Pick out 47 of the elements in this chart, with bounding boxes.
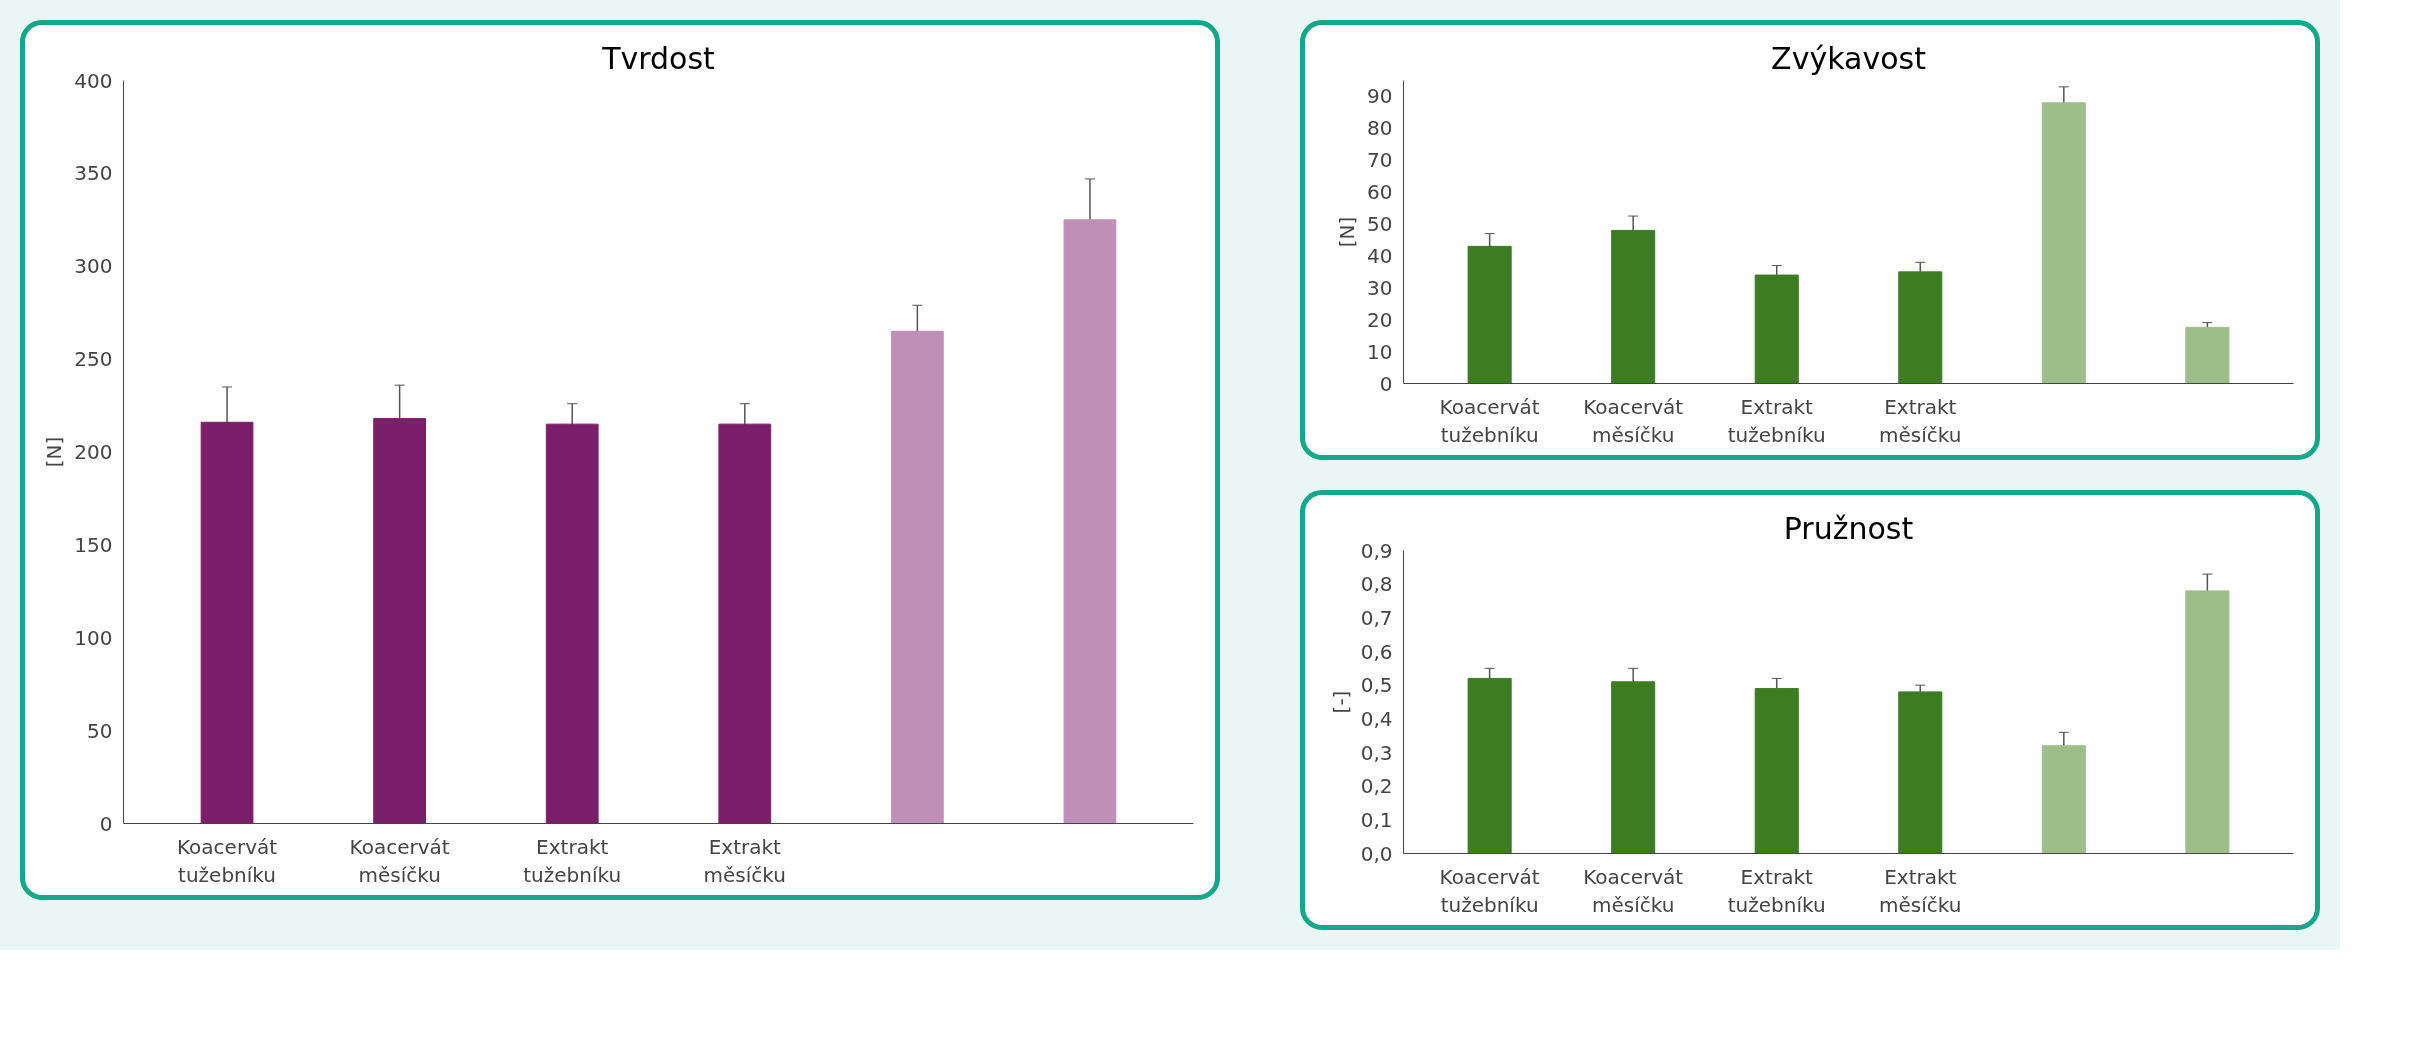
y-tick-label: 30 bbox=[1367, 275, 1393, 300]
y-tick-label: 0,0 bbox=[1360, 841, 1393, 866]
y-tick-label: 0,2 bbox=[1360, 774, 1393, 799]
chart-title: Pružnost bbox=[1783, 510, 1914, 546]
y-axis-title: [N] bbox=[1335, 216, 1360, 248]
y-tick-label: 300 bbox=[74, 254, 113, 279]
y-tick-label: 350 bbox=[74, 161, 113, 186]
x-tick-label: Extrakt tužebníku bbox=[1727, 864, 1826, 918]
y-tick-label: 20 bbox=[1367, 307, 1393, 332]
y-tick-label: 150 bbox=[74, 532, 113, 557]
y-tick-label: 0,8 bbox=[1360, 572, 1393, 597]
chart-title: Tvrdost bbox=[601, 40, 716, 76]
y-tick-label: 0 bbox=[1379, 371, 1393, 396]
y-tick-label: 0,3 bbox=[1360, 740, 1393, 765]
y-tick-label: 0,5 bbox=[1360, 673, 1393, 698]
y-tick-label: 0,7 bbox=[1360, 605, 1393, 630]
y-tick-label: 400 bbox=[74, 68, 113, 93]
x-tick-label: Extrakt měsíčku bbox=[1879, 864, 1962, 918]
y-tick-label: 0,9 bbox=[1360, 538, 1393, 563]
x-tick-label: Koacervát tužebníku bbox=[1439, 394, 1540, 448]
y-tick-label: 10 bbox=[1367, 339, 1393, 364]
y-tick-label: 0,1 bbox=[1360, 807, 1393, 832]
y-tick-label: 70 bbox=[1367, 148, 1393, 173]
y-tick-label: 90 bbox=[1367, 84, 1393, 109]
y-axis-title: [N] bbox=[42, 436, 67, 468]
y-tick-label: 40 bbox=[1367, 243, 1393, 268]
x-tick-label: Koacervát měsíčku bbox=[1583, 394, 1684, 448]
x-tick-label: Extrakt měsíčku bbox=[1879, 394, 1962, 448]
x-tick-label: Koacervát tužebníku bbox=[177, 834, 278, 888]
y-tick-label: 0,4 bbox=[1360, 706, 1393, 731]
y-axis-title: [-] bbox=[1328, 690, 1353, 714]
y-tick-label: 50 bbox=[1367, 212, 1393, 237]
y-tick-label: 0,6 bbox=[1360, 639, 1393, 664]
y-tick-label: 250 bbox=[74, 347, 113, 372]
y-tick-label: 80 bbox=[1367, 116, 1393, 141]
x-tick-label: Koacervát tužebníku bbox=[1439, 864, 1540, 918]
x-tick-label: Koacervát měsíčku bbox=[1583, 864, 1684, 918]
x-tick-label: Extrakt tužebníku bbox=[1727, 394, 1826, 448]
x-tick-label: Extrakt tužebníku bbox=[523, 834, 622, 888]
y-tick-label: 100 bbox=[74, 625, 113, 650]
y-tick-label: 200 bbox=[74, 440, 113, 464]
y-tick-label: 60 bbox=[1367, 180, 1393, 205]
chart-title: Zvýkavost bbox=[1771, 40, 1927, 76]
x-tick-label: Koacervát měsíčku bbox=[349, 834, 450, 888]
y-tick-label: 50 bbox=[87, 718, 113, 743]
x-tick-label: Extrakt měsíčku bbox=[703, 834, 786, 888]
y-tick-label: 0 bbox=[99, 811, 113, 836]
